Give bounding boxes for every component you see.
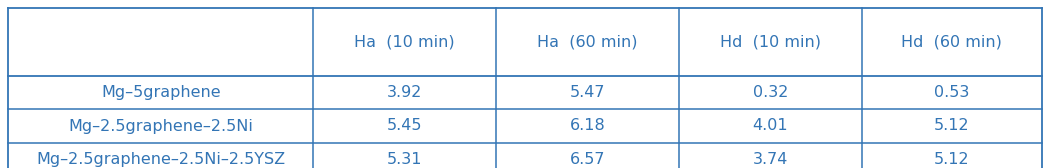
Text: Mg–5graphene: Mg–5graphene bbox=[101, 85, 220, 100]
Text: Mg–2.5graphene–2.5Ni–2.5YSZ: Mg–2.5graphene–2.5Ni–2.5YSZ bbox=[37, 152, 286, 167]
Text: 4.01: 4.01 bbox=[753, 118, 789, 134]
Text: 5.47: 5.47 bbox=[570, 85, 605, 100]
Text: 5.45: 5.45 bbox=[386, 118, 422, 134]
Text: Ha  (10 min): Ha (10 min) bbox=[354, 34, 455, 50]
Text: 6.57: 6.57 bbox=[570, 152, 605, 167]
Text: 5.12: 5.12 bbox=[933, 118, 969, 134]
Text: Hd  (60 min): Hd (60 min) bbox=[901, 34, 1002, 50]
Text: Hd  (10 min): Hd (10 min) bbox=[720, 34, 821, 50]
Text: 0.53: 0.53 bbox=[934, 85, 969, 100]
Text: 5.12: 5.12 bbox=[933, 152, 969, 167]
Text: Ha  (60 min): Ha (60 min) bbox=[538, 34, 637, 50]
Text: Mg–2.5graphene–2.5Ni: Mg–2.5graphene–2.5Ni bbox=[68, 118, 253, 134]
Text: 3.74: 3.74 bbox=[753, 152, 789, 167]
Text: 3.92: 3.92 bbox=[387, 85, 422, 100]
Text: 5.31: 5.31 bbox=[386, 152, 422, 167]
Text: 6.18: 6.18 bbox=[570, 118, 606, 134]
Text: 0.32: 0.32 bbox=[753, 85, 789, 100]
